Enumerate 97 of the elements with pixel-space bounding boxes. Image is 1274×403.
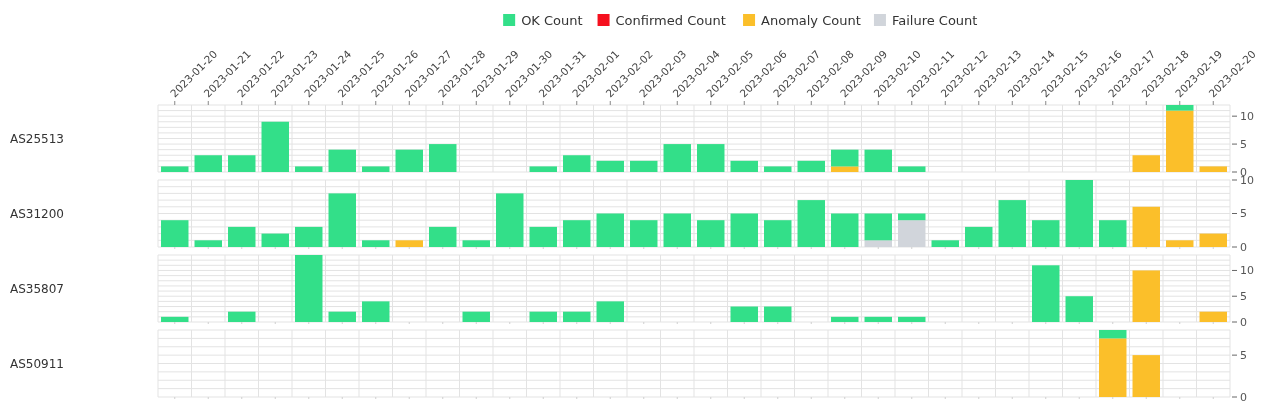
bar [496, 193, 524, 247]
bar [831, 149, 859, 167]
bar [563, 155, 591, 172]
bar [898, 166, 926, 172]
bar [931, 240, 959, 247]
bar [1099, 330, 1127, 339]
bar [1199, 166, 1227, 172]
bar [898, 220, 926, 247]
bar [1132, 155, 1160, 172]
bar [161, 316, 189, 322]
bar [529, 311, 557, 322]
bar [161, 166, 189, 172]
bar [1132, 270, 1160, 322]
bar [529, 166, 557, 172]
y-tick-label: 5 [1240, 348, 1247, 362]
bar [563, 220, 591, 247]
bar [1132, 355, 1160, 397]
y-axis-title: AS31200 [10, 206, 64, 221]
bar [1132, 206, 1160, 247]
bar [295, 166, 323, 172]
bar [1032, 220, 1060, 247]
bar [630, 220, 658, 247]
bar [462, 311, 490, 322]
bar [429, 144, 457, 172]
bar [596, 160, 624, 172]
bar [362, 240, 390, 247]
bar [730, 306, 758, 322]
legend-label: Confirmed Count [615, 12, 726, 28]
y-tick-label: 5 [1240, 207, 1247, 221]
bar [362, 301, 390, 322]
bar [1166, 240, 1194, 247]
bar [1199, 311, 1227, 322]
bar [362, 166, 390, 172]
y-tick-label: 10 [1240, 264, 1254, 278]
bar [764, 166, 792, 172]
y-axis-title: AS35807 [10, 281, 64, 296]
bar [864, 240, 892, 247]
y-axis-title: AS50911 [10, 356, 64, 371]
bar [965, 226, 993, 247]
bar [395, 240, 423, 247]
bar [831, 166, 859, 172]
bar [630, 160, 658, 172]
bar [328, 311, 356, 322]
bar [864, 149, 892, 172]
bar [697, 220, 725, 247]
y-tick-label: 0 [1240, 390, 1247, 403]
bar [295, 226, 323, 247]
bar [1065, 296, 1093, 322]
bar [831, 316, 859, 322]
bar [697, 144, 725, 172]
bar [161, 220, 189, 247]
bar [529, 226, 557, 247]
legend-label: Failure Count [891, 12, 978, 28]
bar [295, 255, 323, 322]
bar [898, 316, 926, 322]
y-tick-label: 0 [1240, 240, 1247, 254]
bar [998, 200, 1026, 247]
bar [1099, 338, 1127, 397]
y-tick-label: 0 [1240, 315, 1247, 329]
bar [764, 220, 792, 247]
bar [797, 160, 825, 172]
y-tick-label: 5 [1240, 137, 1247, 151]
bar [831, 213, 859, 247]
bar [864, 213, 892, 241]
bar [596, 213, 624, 247]
bar [1166, 110, 1194, 172]
bar [663, 213, 691, 247]
bar [194, 240, 222, 247]
bar [228, 311, 256, 322]
legend-label: Anomaly Count [761, 12, 861, 28]
bar [864, 316, 892, 322]
bar [663, 144, 691, 172]
bar [194, 155, 222, 172]
bar [395, 149, 423, 172]
bar [1065, 180, 1093, 247]
bar [228, 226, 256, 247]
bar [328, 193, 356, 247]
bar [730, 213, 758, 247]
bar [764, 306, 792, 322]
legend-label: OK Count [521, 12, 583, 28]
bar [261, 121, 289, 172]
bar [261, 233, 289, 247]
bar [462, 240, 490, 247]
y-tick-label: 5 [1240, 290, 1247, 304]
bar [1032, 265, 1060, 322]
bar [1199, 233, 1227, 247]
bar [429, 226, 457, 247]
bar [797, 200, 825, 247]
bar [228, 155, 256, 172]
bar [596, 301, 624, 322]
bar [328, 149, 356, 172]
bar [1166, 105, 1194, 111]
bar [563, 311, 591, 322]
bar [1099, 220, 1127, 247]
bar [730, 160, 758, 172]
y-tick-label: 10 [1240, 110, 1254, 124]
y-axis-title: AS25513 [10, 131, 64, 146]
